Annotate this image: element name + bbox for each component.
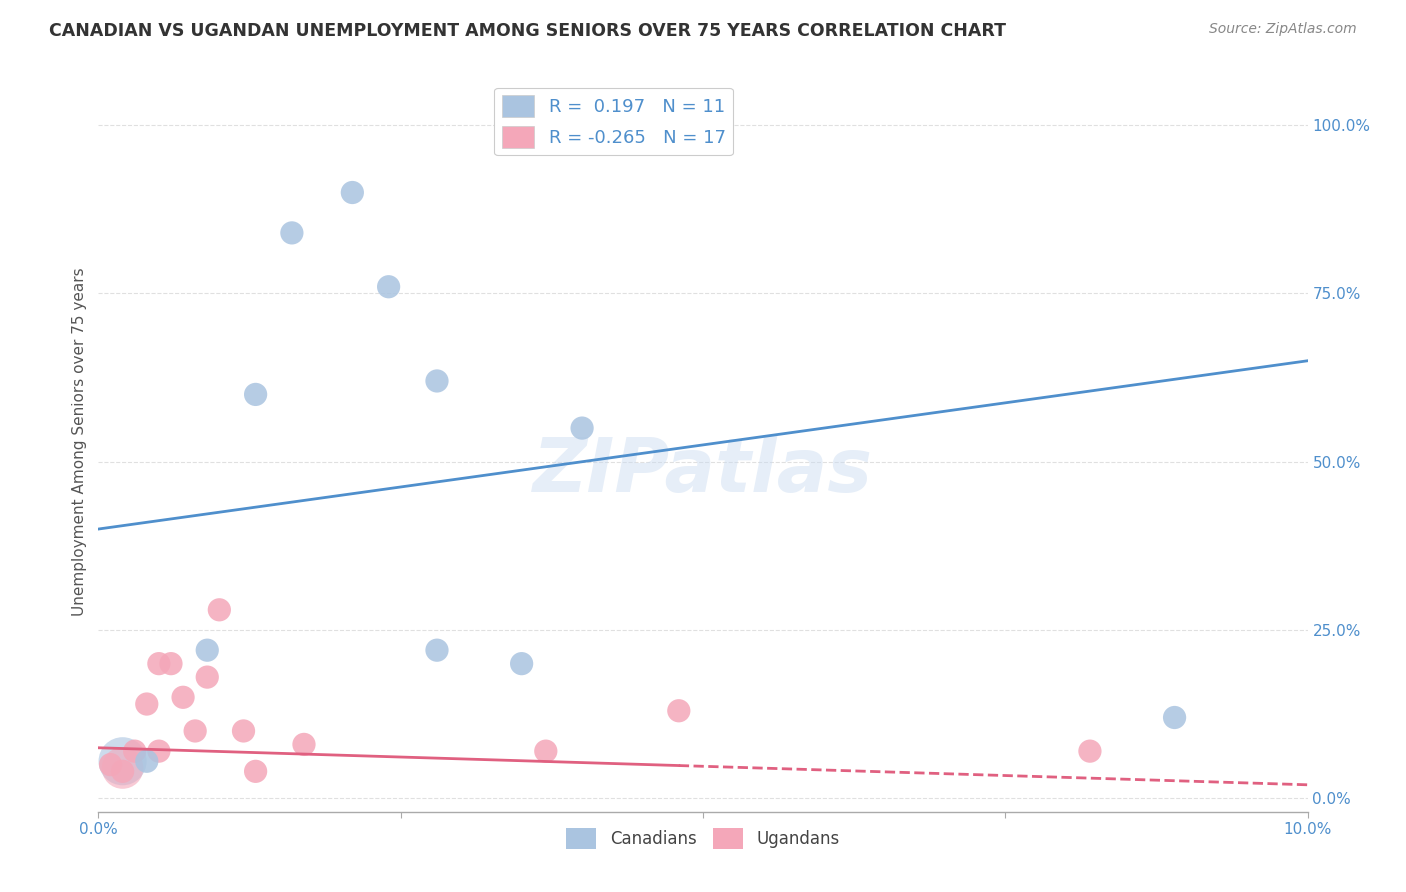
- Point: [426, 374, 449, 388]
- Point: [342, 186, 364, 200]
- Point: [245, 387, 267, 401]
- Text: ZIPatlas: ZIPatlas: [533, 434, 873, 508]
- Point: [148, 744, 170, 758]
- Point: [377, 279, 399, 293]
- Point: [571, 421, 593, 435]
- Point: [534, 744, 557, 758]
- Point: [111, 761, 134, 775]
- Point: [292, 738, 315, 752]
- Text: CANADIAN VS UGANDAN UNEMPLOYMENT AMONG SENIORS OVER 75 YEARS CORRELATION CHART: CANADIAN VS UGANDAN UNEMPLOYMENT AMONG S…: [49, 22, 1007, 40]
- Point: [148, 657, 170, 671]
- Point: [160, 657, 183, 671]
- Point: [111, 764, 134, 779]
- Point: [426, 643, 449, 657]
- Point: [100, 757, 122, 772]
- Point: [195, 643, 218, 657]
- Point: [1078, 744, 1101, 758]
- Point: [510, 657, 533, 671]
- Point: [135, 754, 157, 768]
- Legend: Canadians, Ugandans: Canadians, Ugandans: [560, 822, 846, 855]
- Point: [245, 764, 267, 779]
- Point: [124, 744, 146, 758]
- Point: [184, 723, 207, 738]
- Point: [208, 603, 231, 617]
- Point: [135, 697, 157, 711]
- Point: [232, 723, 254, 738]
- Point: [1163, 710, 1185, 724]
- Point: [281, 226, 304, 240]
- Point: [195, 670, 218, 684]
- Y-axis label: Unemployment Among Seniors over 75 years: Unemployment Among Seniors over 75 years: [72, 268, 87, 615]
- Point: [111, 754, 134, 768]
- Point: [668, 704, 690, 718]
- Point: [172, 690, 194, 705]
- Text: Source: ZipAtlas.com: Source: ZipAtlas.com: [1209, 22, 1357, 37]
